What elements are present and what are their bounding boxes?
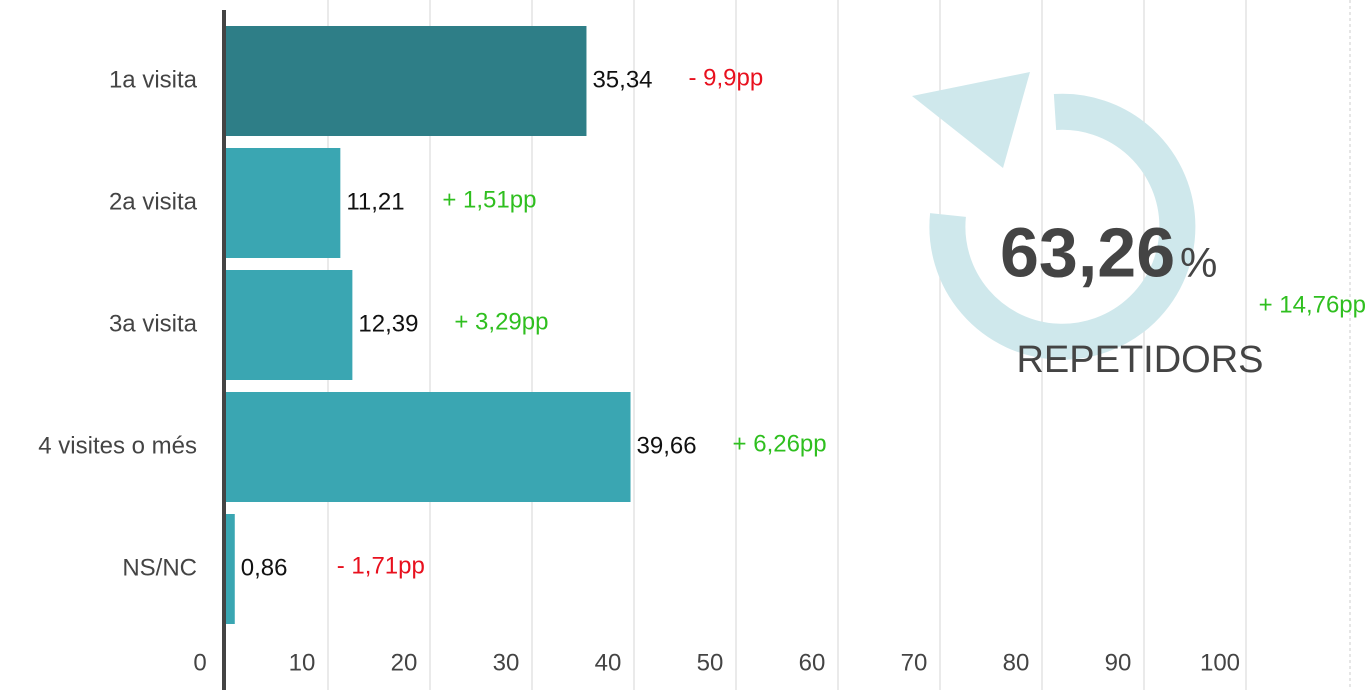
value-label: 35,34 [592,66,652,93]
y-tick-label: 2a visita [109,188,198,215]
highlight-change: + 14,76pp [1259,291,1366,318]
y-tick-label: NS/NC [122,554,197,581]
y-tick-label: 1a visita [109,66,198,93]
bar [226,26,587,136]
x-tick-label: 100 [1200,649,1240,676]
change-label: + 1,51pp [442,186,536,213]
bar [226,514,235,624]
change-label: - 9,9pp [688,64,763,91]
y-tick-label: 4 visites o més [38,432,197,459]
x-tick-label: 90 [1105,649,1132,676]
value-label: 39,66 [637,432,697,459]
value-label: 12,39 [358,310,418,337]
change-label: - 1,71pp [337,552,425,579]
x-tick-label: 10 [289,649,316,676]
highlight-unit: % [1180,239,1217,286]
x-tick-label: 80 [1003,649,1030,676]
change-label: + 3,29pp [454,308,548,335]
value-label: 11,21 [346,188,404,215]
highlight-number: 63,26 [1000,213,1175,291]
x-tick-label: 50 [697,649,724,676]
x-tick-label: 20 [391,649,418,676]
x-tick-label: 0 [193,649,206,676]
bar [226,392,631,502]
x-tick-label: 40 [595,649,622,676]
change-label: + 6,26pp [733,430,827,457]
bar [226,270,353,380]
highlight-label: REPETIDORS [1016,339,1263,381]
repeat-arrowhead [912,72,1030,168]
y-tick-label: 3a visita [109,310,198,337]
x-tick-label: 60 [799,649,826,676]
value-label: 0,86 [241,554,288,581]
x-tick-label: 30 [493,649,520,676]
x-tick-label: 70 [901,649,928,676]
bar [226,148,341,258]
repeat-arrow [929,93,1196,360]
